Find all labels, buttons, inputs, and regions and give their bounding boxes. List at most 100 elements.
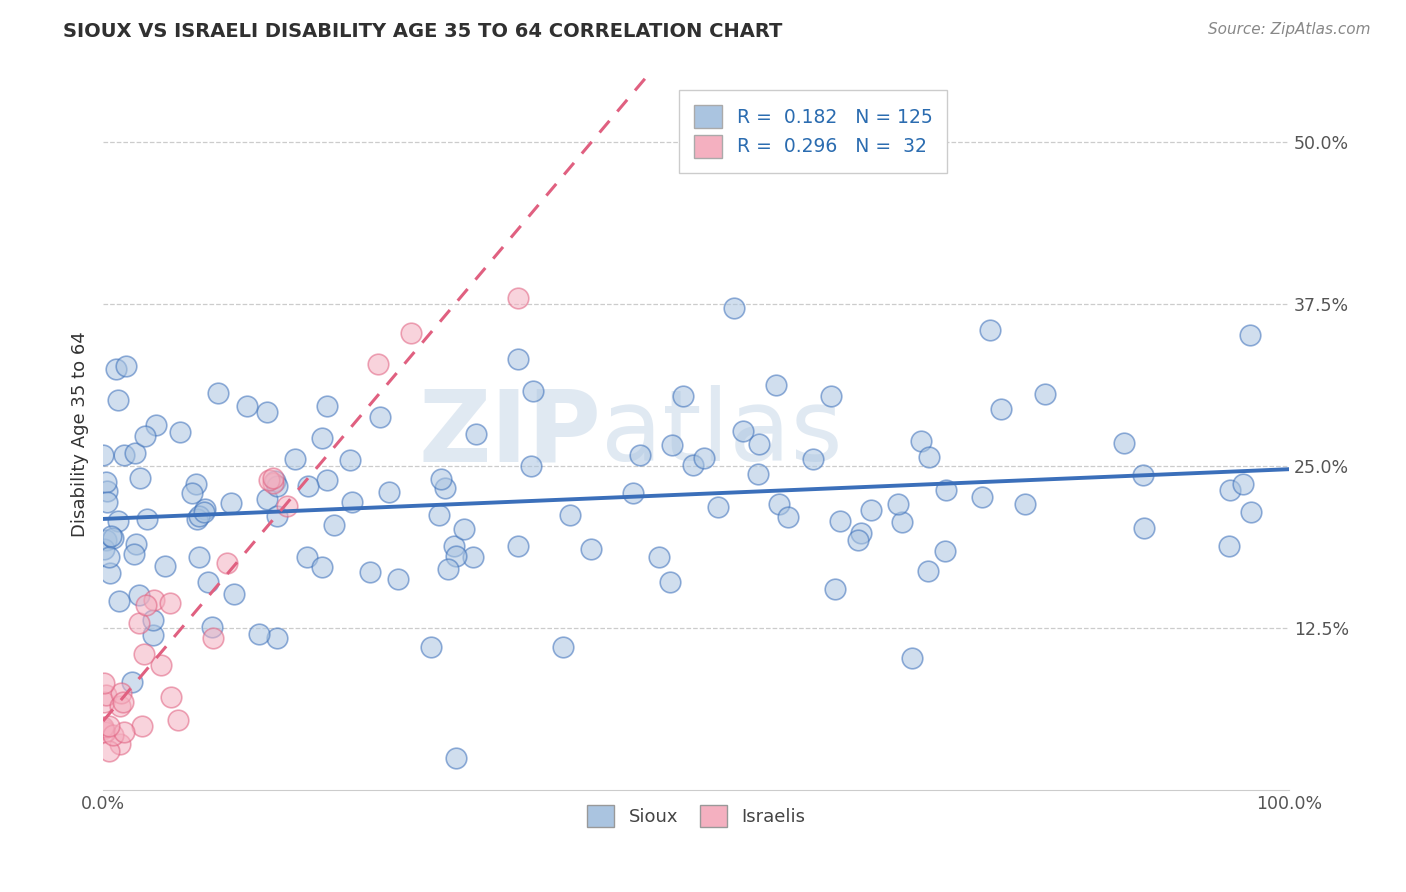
Text: atlas: atlas	[602, 385, 842, 483]
Point	[316, 473, 339, 487]
Text: Source: ZipAtlas.com: Source: ZipAtlas.com	[1208, 22, 1371, 37]
Legend: Sioux, Israelis: Sioux, Israelis	[579, 797, 813, 834]
Point	[200, 620, 222, 634]
Point	[186, 512, 208, 526]
Point	[444, 549, 467, 564]
Point	[115, 359, 138, 373]
Text: ZIP: ZIP	[418, 385, 602, 483]
Point	[100, 529, 122, 543]
Point	[108, 698, 131, 713]
Point	[1014, 497, 1036, 511]
Point	[560, 508, 582, 523]
Point	[93, 695, 115, 709]
Point	[128, 616, 150, 631]
Point	[917, 565, 939, 579]
Point	[94, 475, 117, 489]
Point	[378, 484, 401, 499]
Point	[124, 446, 146, 460]
Point	[132, 647, 155, 661]
Point	[420, 640, 443, 655]
Point	[399, 326, 422, 340]
Point	[93, 675, 115, 690]
Point	[910, 434, 932, 449]
Point	[264, 475, 287, 489]
Point	[128, 588, 150, 602]
Point	[94, 725, 117, 739]
Point	[194, 502, 217, 516]
Point	[134, 429, 156, 443]
Point	[846, 533, 869, 547]
Point	[900, 651, 922, 665]
Point	[979, 323, 1001, 337]
Point	[990, 401, 1012, 416]
Point	[918, 450, 941, 464]
Point	[201, 631, 224, 645]
Point	[94, 688, 117, 702]
Point	[659, 574, 682, 589]
Point	[187, 509, 209, 524]
Point	[169, 425, 191, 439]
Point	[621, 486, 644, 500]
Point	[222, 587, 245, 601]
Point	[108, 594, 131, 608]
Point	[159, 690, 181, 704]
Point	[890, 515, 912, 529]
Point	[508, 539, 530, 553]
Point	[129, 471, 152, 485]
Point	[748, 437, 770, 451]
Point	[508, 291, 530, 305]
Point	[91, 722, 114, 736]
Point	[1240, 505, 1263, 519]
Point	[266, 479, 288, 493]
Y-axis label: Disability Age 35 to 64: Disability Age 35 to 64	[72, 331, 89, 537]
Point	[628, 448, 651, 462]
Point	[101, 728, 124, 742]
Point	[111, 695, 134, 709]
Point	[219, 496, 242, 510]
Point	[1112, 436, 1135, 450]
Point	[522, 384, 544, 398]
Point	[93, 542, 115, 557]
Point	[97, 744, 120, 758]
Point	[661, 438, 683, 452]
Point	[443, 539, 465, 553]
Point	[886, 497, 908, 511]
Point	[262, 476, 284, 491]
Point	[215, 556, 238, 570]
Point	[824, 582, 846, 597]
Point	[207, 385, 229, 400]
Point	[506, 352, 529, 367]
Point	[256, 404, 278, 418]
Point	[672, 389, 695, 403]
Point	[247, 627, 270, 641]
Point	[1232, 476, 1254, 491]
Point	[1033, 387, 1056, 401]
Point	[91, 449, 114, 463]
Point	[197, 574, 219, 589]
Point	[188, 549, 211, 564]
Point	[142, 627, 165, 641]
Point	[1219, 483, 1241, 497]
Point	[323, 518, 346, 533]
Point	[105, 362, 128, 376]
Point	[96, 533, 118, 548]
Point	[1132, 467, 1154, 482]
Point	[134, 598, 156, 612]
Point	[693, 450, 716, 465]
Point	[359, 565, 381, 579]
Point	[110, 737, 132, 751]
Point	[311, 431, 333, 445]
Text: SIOUX VS ISRAELI DISABILITY AGE 35 TO 64 CORRELATION CHART: SIOUX VS ISRAELI DISABILITY AGE 35 TO 64…	[63, 22, 783, 41]
Point	[765, 377, 787, 392]
Point	[131, 719, 153, 733]
Point	[184, 477, 207, 491]
Point	[444, 751, 467, 765]
Point	[110, 685, 132, 699]
Point	[315, 400, 337, 414]
Point	[1218, 539, 1240, 553]
Point	[103, 531, 125, 545]
Point	[1133, 521, 1156, 535]
Point	[124, 536, 146, 550]
Point	[122, 547, 145, 561]
Point	[340, 494, 363, 508]
